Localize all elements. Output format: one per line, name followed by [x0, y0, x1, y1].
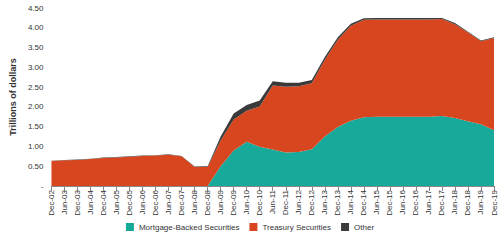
svg-text:Dec-15: Dec-15 — [385, 189, 394, 215]
svg-text:Jun-14: Jun-14 — [346, 189, 355, 214]
svg-text:Dec-13: Dec-13 — [333, 189, 342, 215]
svg-text:Dec-16: Dec-16 — [411, 189, 420, 215]
svg-text:Dec-04: Dec-04 — [99, 189, 108, 215]
svg-text:Mortgage-Backed Securities: Mortgage-Backed Securities — [139, 223, 240, 232]
svg-text:Dec-09: Dec-09 — [229, 189, 238, 215]
svg-text:Jun-12: Jun-12 — [294, 189, 303, 214]
svg-text:Jun-18: Jun-18 — [450, 189, 459, 214]
svg-text:Trillions of dollars: Trillions of dollars — [8, 58, 18, 136]
svg-text:Dec-10: Dec-10 — [255, 189, 264, 215]
svg-text:2.50: 2.50 — [28, 83, 44, 92]
svg-text:Jun-15: Jun-15 — [372, 189, 381, 214]
svg-text:Jun-17: Jun-17 — [424, 189, 433, 214]
svg-text:Jun-11: Jun-11 — [268, 189, 277, 213]
svg-text:Jun-04: Jun-04 — [86, 189, 95, 214]
svg-text:Jun-08: Jun-08 — [190, 189, 199, 214]
svg-text:Jun-16: Jun-16 — [398, 189, 407, 214]
svg-text:Dec-06: Dec-06 — [151, 189, 160, 215]
svg-text:4.00: 4.00 — [28, 23, 44, 32]
svg-text:Dec-08: Dec-08 — [203, 189, 212, 215]
svg-text:Dec-11: Dec-11 — [281, 189, 290, 215]
svg-text:Dec-14: Dec-14 — [359, 189, 368, 215]
svg-text:Jun-19: Jun-19 — [476, 189, 485, 214]
svg-text:Dec-03: Dec-03 — [73, 189, 82, 215]
svg-text:Jun-03: Jun-03 — [60, 189, 69, 214]
svg-text:Dec-18: Dec-18 — [463, 189, 472, 215]
svg-text:3.50: 3.50 — [28, 43, 44, 52]
svg-text:Dec-05: Dec-05 — [125, 189, 134, 215]
svg-text:Dec-07: Dec-07 — [177, 189, 186, 215]
svg-text:Dec-17: Dec-17 — [437, 189, 446, 215]
svg-text:Jun-06: Jun-06 — [138, 189, 147, 214]
svg-text:Jun-13: Jun-13 — [320, 189, 329, 214]
svg-text:4.50: 4.50 — [28, 4, 44, 13]
svg-text:Other: Other — [354, 223, 374, 232]
svg-text:2.00: 2.00 — [28, 102, 44, 111]
svg-text:Dec-19: Dec-19 — [490, 189, 499, 215]
svg-text:Jun-09: Jun-09 — [216, 189, 225, 214]
svg-text:-: - — [41, 182, 44, 191]
svg-text:Jun-10: Jun-10 — [242, 189, 251, 214]
svg-text:1.50: 1.50 — [28, 122, 44, 131]
svg-text:Dec-02: Dec-02 — [47, 189, 56, 215]
svg-text:Treasury Securities: Treasury Securities — [262, 223, 331, 232]
svg-text:1.00: 1.00 — [28, 142, 44, 151]
svg-text:0.50: 0.50 — [28, 162, 44, 171]
svg-text:Jun-05: Jun-05 — [112, 189, 121, 214]
svg-text:Dec-12: Dec-12 — [307, 189, 316, 215]
svg-text:Jun-07: Jun-07 — [164, 189, 173, 214]
svg-text:3.00: 3.00 — [28, 63, 44, 72]
